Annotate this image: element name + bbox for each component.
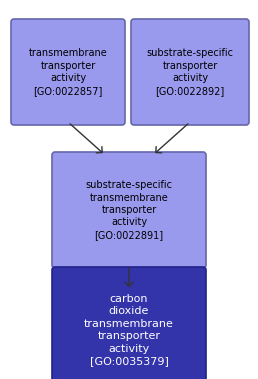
- Text: carbon
dioxide
transmembrane
transporter
activity
[GO:0035379]: carbon dioxide transmembrane transporter…: [84, 294, 174, 366]
- Text: substrate-specific
transporter
activity
[GO:0022892]: substrate-specific transporter activity …: [147, 49, 233, 96]
- Text: substrate-specific
transmembrane
transporter
activity
[GO:0022891]: substrate-specific transmembrane transpo…: [85, 180, 173, 240]
- FancyBboxPatch shape: [52, 267, 206, 379]
- Text: transmembrane
transporter
activity
[GO:0022857]: transmembrane transporter activity [GO:0…: [29, 49, 107, 96]
- FancyBboxPatch shape: [11, 19, 125, 125]
- FancyBboxPatch shape: [131, 19, 249, 125]
- FancyBboxPatch shape: [52, 152, 206, 268]
